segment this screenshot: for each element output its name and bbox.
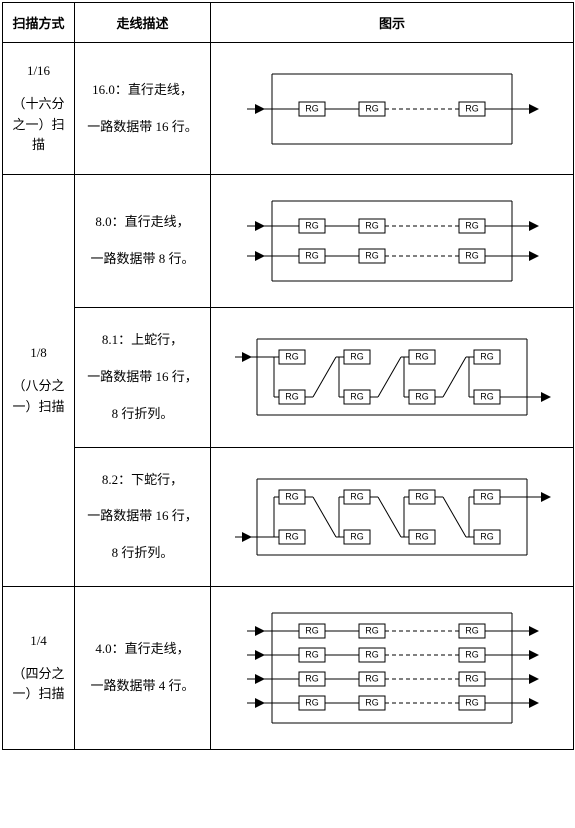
- svg-text:RG: RG: [305, 649, 319, 659]
- svg-text:RG: RG: [365, 221, 379, 231]
- diagram-straight-4row: RG RG RG RG RG RG RG RG RG RG RG RG: [242, 603, 542, 733]
- diagram-serpentine-up: RG RG RG RG RG RG RG RG: [232, 327, 552, 427]
- header-diag: 图示: [211, 3, 574, 43]
- svg-text:RG: RG: [415, 491, 429, 501]
- svg-text:RG: RG: [350, 352, 364, 362]
- desc-cell-8-2: 8.2：下蛇行， 一路数据带 16 行， 8 行折列。: [75, 447, 211, 586]
- svg-text:RG: RG: [465, 697, 479, 707]
- svg-text:RG: RG: [365, 697, 379, 707]
- svg-text:RG: RG: [365, 649, 379, 659]
- svg-text:RG: RG: [480, 392, 494, 402]
- svg-text:RG: RG: [415, 392, 429, 402]
- header-desc: 走线描述: [75, 3, 211, 43]
- svg-text:RG: RG: [305, 625, 319, 635]
- svg-text:RG: RG: [305, 697, 319, 707]
- diagram-cell-8-0: RG RG RG RG RG RG: [211, 175, 574, 308]
- table-row: 1/8 （八分之一）扫描 8.0：直行走线， 一路数据带 8 行。 RGRGRG…: [3, 175, 574, 308]
- svg-text:RG: RG: [480, 531, 494, 541]
- svg-text:RG: RG: [350, 491, 364, 501]
- svg-text:RG: RG: [365, 625, 379, 635]
- svg-text:RG: RG: [365, 673, 379, 683]
- diagram-cell-4-0: RG RG RG RG RG RG RG RG RG RG RG RG: [211, 586, 574, 749]
- svg-text:RG: RG: [285, 491, 299, 501]
- mode-cell-1-16: 1/16 （十六分之一）扫描: [3, 43, 75, 175]
- svg-text:RG: RG: [305, 673, 319, 683]
- desc-cell-4-0: 4.0：直行走线， 一路数据带 4 行。: [75, 586, 211, 749]
- diagram-cell-16-0: RG RG RG: [211, 43, 574, 175]
- header-mode: 扫描方式: [3, 3, 75, 43]
- svg-text:RG: RG: [305, 251, 319, 261]
- svg-text:RG: RG: [415, 531, 429, 541]
- svg-text:RG: RG: [465, 251, 479, 261]
- svg-text:RG: RG: [465, 673, 479, 683]
- mode-cell-1-4: 1/4 （四分之一）扫描: [3, 586, 75, 749]
- svg-text:RG: RG: [465, 625, 479, 635]
- desc-cell-8-1: 8.1：上蛇行， 一路数据带 16 行， 8 行折列。: [75, 308, 211, 447]
- svg-text:RG: RG: [305, 103, 319, 113]
- table-row: 1/16 （十六分之一）扫描 16.0：直行走线， 一路数据带 16 行。 RG…: [3, 43, 574, 175]
- svg-text:RG: RG: [465, 103, 479, 113]
- desc-cell-16-0: 16.0：直行走线， 一路数据带 16 行。: [75, 43, 211, 175]
- svg-text:RG: RG: [415, 352, 429, 362]
- table-row: 8.1：上蛇行， 一路数据带 16 行， 8 行折列。 RGRGRGRGRGRG…: [3, 308, 574, 447]
- svg-text:RG: RG: [285, 352, 299, 362]
- table-row: 1/4 （四分之一）扫描 4.0：直行走线， 一路数据带 4 行。 RGRGRG…: [3, 586, 574, 749]
- svg-text:RG: RG: [465, 649, 479, 659]
- svg-text:RG: RG: [480, 491, 494, 501]
- svg-text:RG: RG: [350, 531, 364, 541]
- table-row: 8.2：下蛇行， 一路数据带 16 行， 8 行折列。 RGRGRGRGRGRG…: [3, 447, 574, 586]
- svg-text:RG: RG: [350, 392, 364, 402]
- mode-cell-1-8: 1/8 （八分之一）扫描: [3, 175, 75, 587]
- svg-text:RG: RG: [365, 251, 379, 261]
- scan-routing-table: 扫描方式 走线描述 图示 1/16 （十六分之一）扫描 16.0：直行走线， 一…: [2, 2, 574, 750]
- desc-cell-8-0: 8.0：直行走线， 一路数据带 8 行。: [75, 175, 211, 308]
- svg-text:RG: RG: [480, 352, 494, 362]
- svg-text:RG: RG: [305, 221, 319, 231]
- diagram-straight-2row: RG RG RG RG RG RG: [242, 191, 542, 291]
- diagram-serpentine-down: RG RG RG RG RG RG RG RG: [232, 467, 552, 567]
- diagram-cell-8-2: RG RG RG RG RG RG RG RG: [211, 447, 574, 586]
- svg-text:RG: RG: [365, 103, 379, 113]
- diagram-straight-1row: RG RG RG: [242, 64, 542, 154]
- diagram-cell-8-1: RG RG RG RG RG RG RG RG: [211, 308, 574, 447]
- svg-text:RG: RG: [465, 221, 479, 231]
- svg-text:RG: RG: [285, 531, 299, 541]
- svg-text:RG: RG: [285, 392, 299, 402]
